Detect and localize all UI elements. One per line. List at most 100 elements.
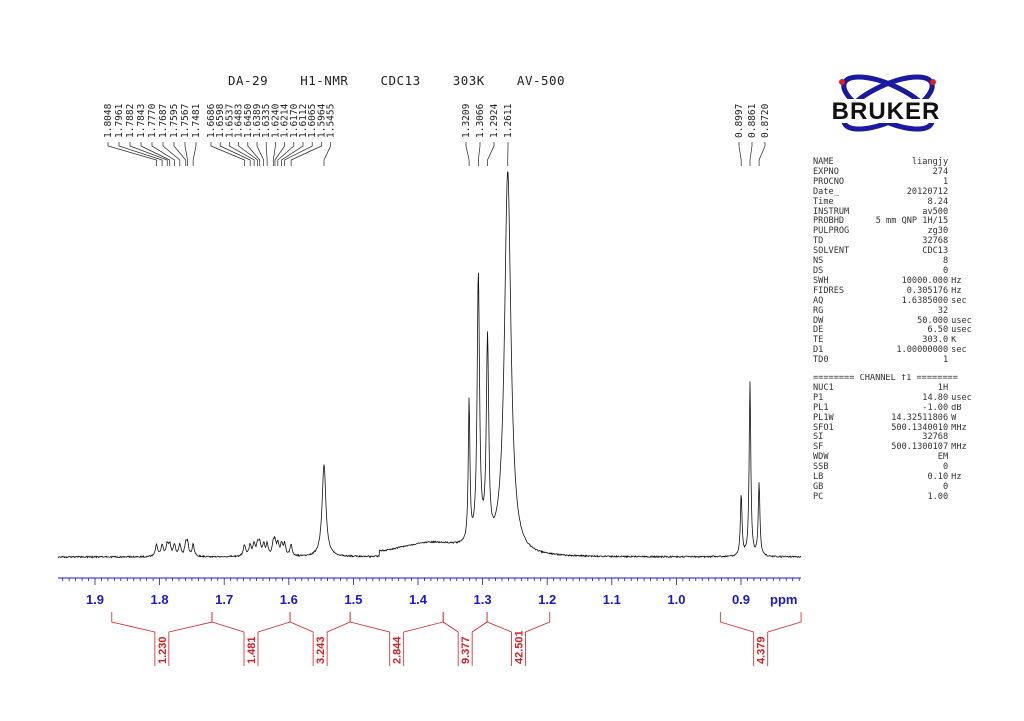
acquisition-parameters: NAME liangjy EXPNO 274 PROCNO 1 Date_ 20120712 T… — [813, 157, 973, 503]
param-value: 6.50 — [927, 325, 949, 336]
param-row: Time 8.24 — [813, 196, 973, 208]
integral-value: 4.379 — [756, 636, 768, 664]
param-row: D1 1.00000000 sec — [813, 345, 973, 356]
param-value: 20120712 — [906, 186, 949, 197]
param-unit — [948, 178, 973, 188]
param-row: PROCNO 1 — [813, 176, 973, 188]
param-row: NAME liangjy — [813, 157, 973, 168]
param-unit — [948, 483, 973, 493]
x-tick-label: 1.5 — [344, 592, 362, 607]
param-value: 0 — [942, 265, 949, 276]
param-key: SI — [813, 432, 824, 443]
peak-leader-line — [118, 142, 163, 166]
param-key: PULPROG — [813, 226, 850, 237]
integral-bracket — [486, 612, 551, 633]
param-unit: Hz — [951, 276, 962, 286]
peak-label: 0.8720 — [760, 103, 771, 138]
peak-leader-line — [477, 142, 481, 166]
param-unit — [948, 188, 973, 198]
param-unit — [948, 158, 973, 168]
peak-leader-line — [247, 142, 261, 166]
param-key: Time — [813, 196, 834, 207]
param-key: LB — [813, 472, 824, 483]
param-row: PL1 -1.00 dB — [813, 403, 973, 414]
param-row: RG 32 — [813, 305, 973, 317]
param-key: AQ — [813, 295, 824, 306]
x-axis-label: ppm — [770, 592, 797, 607]
peak-leader-line — [749, 142, 753, 166]
param-value: 5 mm QNP 1H/15 — [875, 216, 949, 227]
param-unit — [948, 217, 973, 227]
x-tick-label: 1.3 — [474, 592, 492, 607]
integral-value: 9.377 — [460, 636, 472, 664]
peak-leader-line — [274, 142, 285, 166]
x-tick-label: 1.2 — [538, 592, 556, 607]
peak-label: 1.7770 — [147, 103, 158, 138]
peak-leader-line — [192, 142, 197, 166]
peak-label: 1.7961 — [114, 103, 125, 138]
param-key: PROCNO — [813, 176, 845, 187]
param-value: 50.000 — [917, 315, 949, 326]
param-row: NS 8 — [813, 256, 973, 267]
param-value: 8.24 — [927, 196, 949, 207]
peak-label: 1.7882 — [125, 104, 136, 138]
peak-leader-line — [281, 142, 304, 166]
peak-label: 1.6112 — [298, 104, 309, 138]
param-key: RG — [813, 305, 824, 316]
integral-bracket — [719, 612, 802, 633]
param-value: zg30 — [927, 226, 949, 237]
peak-leader-line — [323, 142, 331, 166]
param-key: Date_ — [813, 186, 839, 197]
param-unit — [948, 356, 973, 366]
peak-label: 0.8861 — [747, 103, 758, 138]
peak-leader-line — [256, 142, 265, 166]
param-value: 32768 — [922, 236, 949, 247]
param-unit — [948, 384, 973, 394]
param-value: 1.6385000 — [901, 295, 949, 306]
param-unit: sec — [951, 296, 967, 306]
param-unit: MHz — [951, 423, 967, 433]
param-unit: usec — [951, 326, 972, 336]
param-value: 1.00000000 — [896, 345, 949, 356]
param-unit — [948, 198, 973, 208]
peak-leader-line — [184, 142, 188, 166]
integral-bracket — [211, 612, 291, 633]
param-key: FIDRES — [813, 285, 845, 296]
x-tick-label: 1.0 — [667, 592, 685, 607]
peak-label: 1.6240 — [270, 103, 281, 138]
peak-label: 1.7567 — [180, 104, 191, 138]
integral-value: 3.243 — [315, 636, 327, 664]
bruker-logo: BRUKER — [808, 74, 964, 132]
param-row: DE 6.50 usec — [813, 326, 973, 336]
param-unit — [948, 227, 973, 237]
peak-leader-line — [758, 142, 766, 166]
param-row: EXPNO 274 — [813, 167, 973, 178]
param-unit — [948, 463, 973, 473]
param-row: DS 0 — [813, 265, 973, 277]
param-key: PROBHD — [813, 216, 845, 227]
param-unit — [948, 208, 973, 218]
peak-leader-line — [162, 142, 181, 166]
x-tick-label: 1.1 — [603, 592, 621, 607]
peak-label: 1.2924 — [489, 103, 500, 138]
peak-leader-line — [284, 142, 313, 166]
param-row: PROBHD 5 mm QNP 1H/15 — [813, 217, 973, 227]
integral-value: 2.844 — [392, 636, 404, 664]
param-key: DW — [813, 315, 824, 326]
param-key: INSTRUM — [813, 206, 850, 217]
param-key: DS — [813, 265, 824, 276]
param-value: 500.1300107 — [891, 442, 949, 453]
param-unit — [948, 267, 973, 277]
param-value: 10000.000 — [901, 275, 949, 286]
peak-label: 1.6483 — [234, 104, 245, 138]
param-unit: MHz — [951, 443, 967, 453]
param-value: 1.00 — [927, 491, 949, 502]
x-tick-label: 1.6 — [280, 592, 298, 607]
peak-leader-line — [129, 142, 168, 166]
param-row: SFO1 500.1340010 MHz — [813, 423, 973, 434]
param-value: 1 — [942, 176, 949, 187]
param-key: TD — [813, 236, 824, 247]
peak-label: 1.6686 — [206, 103, 217, 138]
integral-value: 1.481 — [246, 636, 258, 664]
peak-label: 1.5964 — [316, 103, 327, 138]
